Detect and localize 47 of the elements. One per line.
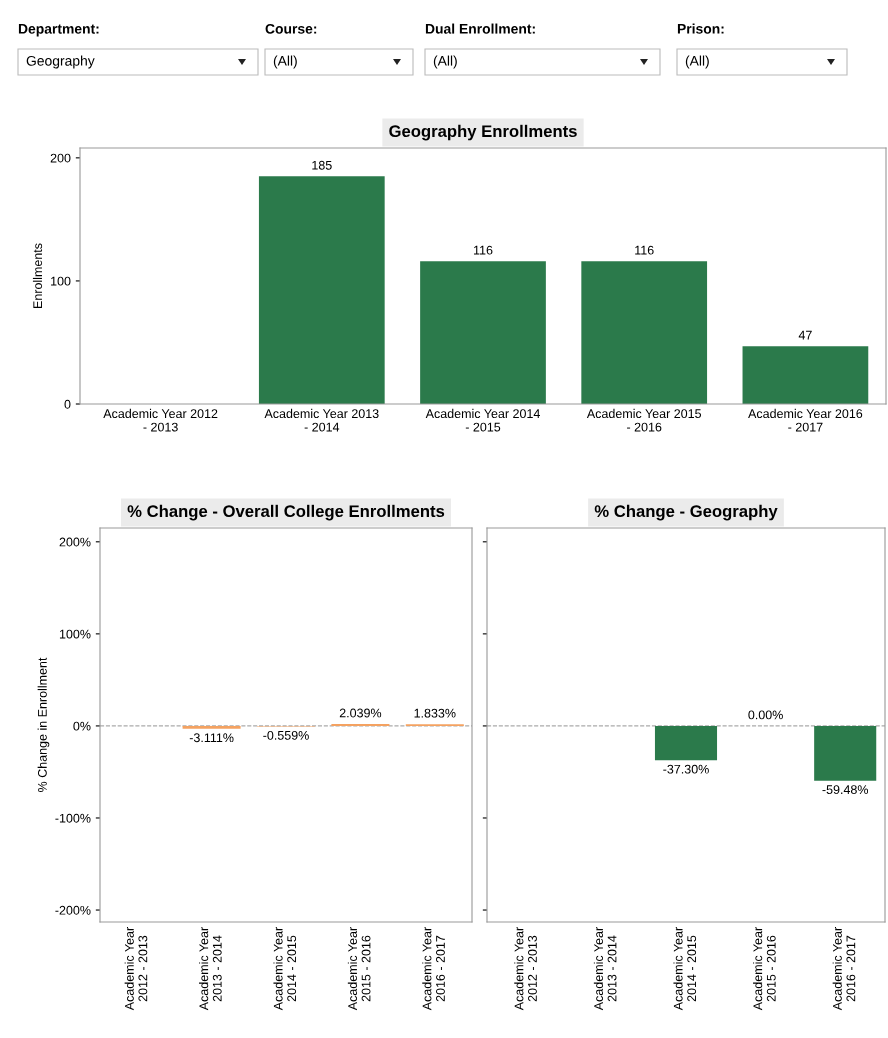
y-tick-label: -200% [55, 905, 91, 915]
text: Geography [26, 55, 95, 69]
y-tick-label: -100% [55, 813, 91, 823]
data-label: -3.111% [189, 733, 234, 743]
x-tick-label: Academic Year 2016 - 2017 [422, 927, 445, 1011]
y-tick-label: 200 [50, 153, 71, 163]
x-tick-label: Academic Year 2014 - 2015 [673, 927, 697, 1011]
x-tick-label: Academic Year 2016 - 2017 [832, 927, 856, 1011]
chart-title: % Change - Geography [594, 504, 778, 521]
y-tick-label: 100% [59, 629, 91, 639]
text: Prison: [677, 23, 724, 34]
y-tick-label: 0% [73, 721, 91, 731]
data-label: 116 [635, 245, 654, 255]
data-label: -59.48% [822, 785, 869, 795]
x-tick-label: Academic Year 2014 - 2015 [425, 408, 540, 432]
text: Course: [265, 23, 317, 34]
data-label: 2.039% [339, 708, 382, 718]
chart-title: % Change - Overall College Enrollments [127, 504, 445, 521]
x-tick-label: Academic Year 2013 - 2014 [199, 927, 222, 1011]
x-tick-label: Academic Year 2016 - 2017 [748, 408, 863, 432]
y-tick-label: 100 [51, 276, 71, 286]
x-tick-label: Academic Year 2015 - 2016 [347, 927, 371, 1011]
data-label: 47 [798, 330, 812, 340]
y-axis-title: Enrollments [32, 243, 43, 308]
chart-title: Geography Enrollments [389, 124, 577, 141]
x-tick-label: Academic Year 2015 - 2016 [753, 927, 776, 1011]
data-label: 116 [473, 245, 493, 255]
y-tick-label: 200% [59, 537, 91, 547]
x-tick-label: Academic Year 2012 - 2013 [514, 927, 537, 1011]
text: Dual Enrollment: [425, 23, 535, 34]
x-tick-label: Academic Year 2015 - 2016 [586, 408, 702, 432]
text: (All) [685, 55, 709, 69]
x-tick-label: Academic Year 2013 - 2014 [264, 408, 379, 432]
data-label: -0.559% [263, 730, 309, 740]
text: (All) [433, 55, 457, 69]
x-tick-label: Academic Year 2012 - 2013 [103, 408, 218, 432]
text: Department: [18, 24, 99, 37]
data-label: 185 [312, 160, 332, 170]
x-tick-label: Academic Year 2014 - 2015 [273, 927, 297, 1011]
data-label: 0.00% [748, 710, 783, 720]
y-tick-label: 0 [64, 399, 71, 409]
x-tick-label: Academic Year 2012 - 2013 [124, 927, 148, 1011]
data-label: 1.833% [414, 708, 456, 718]
text: (All) [273, 55, 297, 69]
y-axis-title: % Change in Enrollment [37, 657, 50, 792]
x-tick-label: Academic Year 2013 - 2014 [593, 927, 617, 1011]
data-label: -37.30% [663, 764, 709, 774]
